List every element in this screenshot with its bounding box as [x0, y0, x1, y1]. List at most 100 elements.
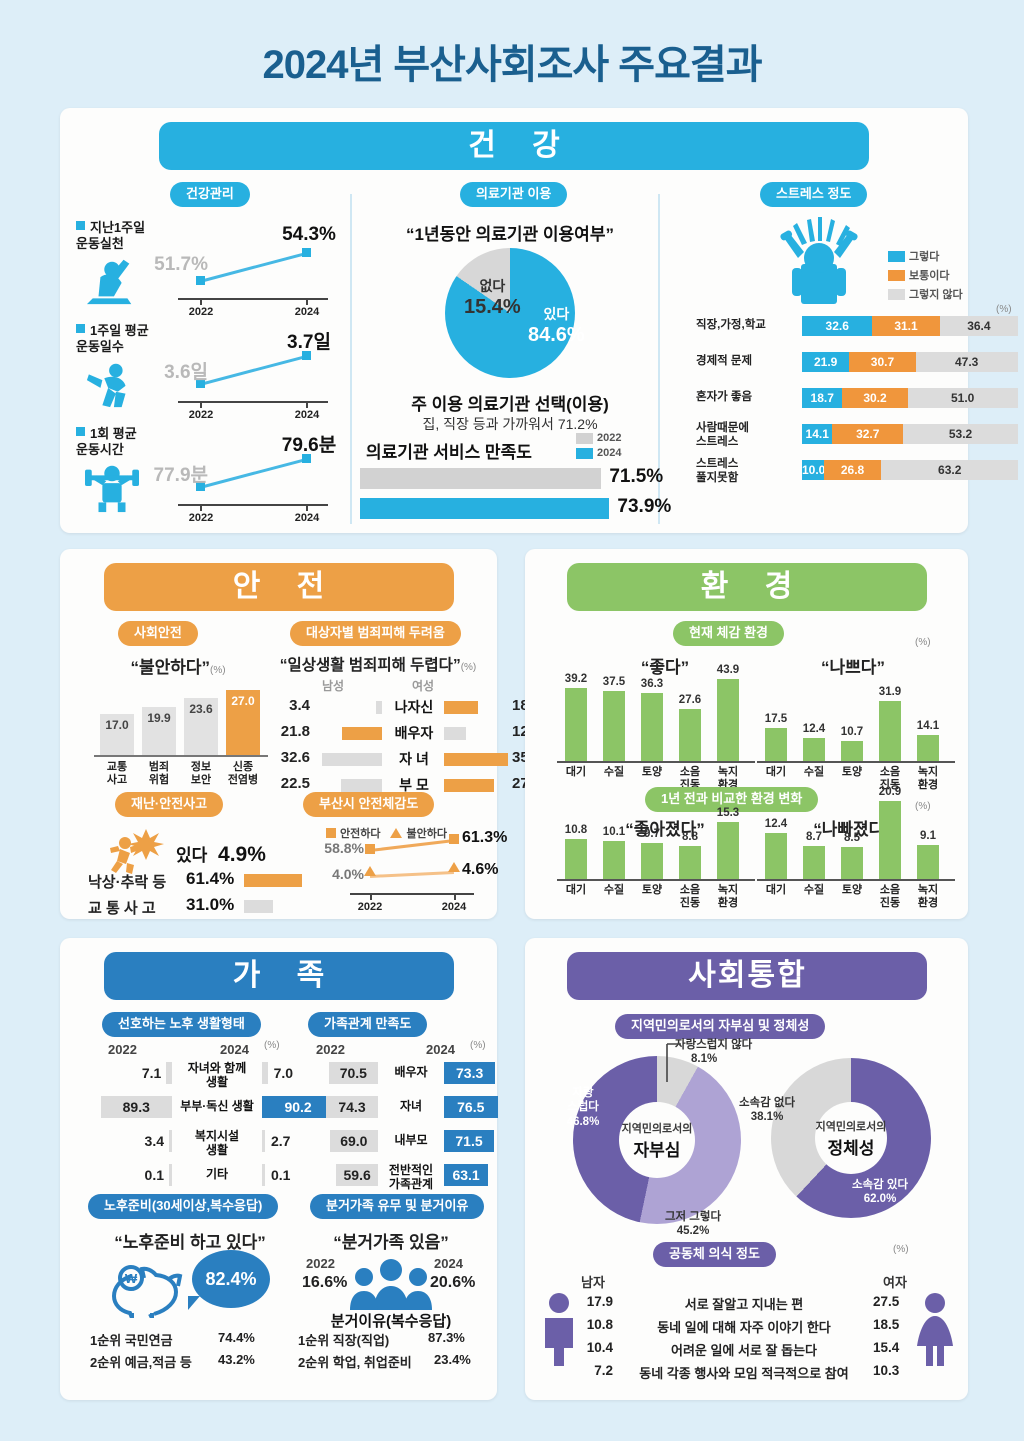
cf-male-value-1: 21.8	[280, 723, 310, 740]
perc-safe-new: 61.3%	[462, 829, 508, 846]
env-bad-bar-4	[917, 734, 939, 761]
env-worse-baseline	[757, 879, 955, 881]
community-male-value-2: 10.4	[586, 1340, 613, 1355]
separated-old-year: 2022	[306, 1256, 335, 1271]
env-better-value-2: 9.7	[644, 827, 660, 840]
stress-seg-yes-1: 21.9	[802, 352, 850, 372]
disaster-main: 있다 4.9%	[176, 843, 266, 866]
stress-legend-item-2: 그렇지 않다	[888, 286, 963, 302]
env-worse-value-1: 8.7	[806, 831, 822, 844]
separated-quote: “분거가족 있음”	[333, 1233, 449, 1252]
env-good-value-1: 37.5	[602, 675, 626, 688]
retirement-quote: “노후준비 하고 있다”	[114, 1233, 266, 1252]
env-better-cat-2: 토양	[641, 884, 663, 896]
stressed-person-icon	[780, 217, 858, 304]
stress-legend-swatch-2	[888, 288, 905, 300]
pill-social-safety: 사회안전	[118, 621, 198, 646]
env-worse-bar-2	[841, 847, 863, 879]
perc-legend-triangle-icon	[390, 828, 403, 838]
medical-satisfaction-title: 의료기관 서비스 만족도	[366, 443, 532, 462]
stretch-icon	[86, 363, 126, 408]
rel-new-bar-3	[444, 1164, 489, 1186]
hm-tick-2-0	[200, 504, 202, 511]
env-better-baseline	[557, 879, 755, 881]
hm-year-1-0: 2022	[188, 409, 214, 421]
retirement-rank-label-0: 1순위 국민연금	[90, 1333, 173, 1348]
community-male-value-3: 7.2	[594, 1363, 613, 1378]
perc-legend-item-0: 안전하다	[326, 825, 380, 841]
env-good-bar-3	[679, 709, 701, 761]
ss-bar-cat-2: 정보 보안	[190, 761, 212, 786]
env-bad-value-4: 14.1	[916, 719, 940, 732]
community-female-header: 여자	[883, 1275, 907, 1290]
family-group-icon	[350, 1259, 432, 1310]
env-bad-value-2: 10.7	[840, 725, 864, 738]
hm-tick-1-1	[306, 401, 308, 408]
elder-label-3: 기타	[205, 1167, 229, 1181]
elder-new-value-3: 0.1	[271, 1167, 291, 1183]
section-health: 건 강 건강관리 의료기관 이용 스트레스 정도 지난1주일 운동실천 2022 2…	[60, 108, 1018, 533]
cf-target-2: 자 녀	[399, 751, 429, 767]
rel-new-value-0: 73.3	[456, 1065, 484, 1081]
rel-old-bar-0	[328, 1062, 378, 1084]
pride-label-proud: 자랑 스럽다 46.8%	[566, 1087, 600, 1128]
hm-year-0-0: 2022	[188, 306, 214, 318]
perc-unsafe-marker-old	[364, 866, 376, 876]
stress-legend-label-1: 보통이다	[909, 270, 950, 282]
pill-community: 공동체 의식 정도	[653, 1242, 776, 1267]
hm-value-new-2: 79.6분	[281, 435, 337, 456]
stress-seg-mid-0: 31.1	[872, 316, 940, 336]
satisfaction-legend: 2022 2024	[576, 432, 621, 462]
stress-seg-no-2: 51.0	[951, 391, 975, 405]
elder-new-bar-3	[262, 1164, 265, 1186]
stress-seg-yes-0: 32.6	[802, 316, 873, 336]
hm-bullet-1	[76, 324, 85, 333]
env-better-bar-1	[603, 841, 625, 879]
pill-disaster: 재난·안전사고	[115, 792, 224, 817]
perc-safe-old: 58.8%	[324, 840, 364, 856]
stress-legend-swatch-0	[888, 250, 905, 262]
separated-reason-value-0: 87.3%	[428, 1330, 465, 1345]
stress-seg-yes-4: 10.0	[802, 460, 825, 480]
hm-value-new-1: 3.7일	[287, 332, 331, 353]
pride-label-notproud: 자랑스럽지 않다 8.1%	[675, 1039, 753, 1066]
current-env-unit: (%)	[915, 637, 931, 648]
sat-bar-value-2022: 71.5%	[609, 466, 664, 487]
pill-crime-fear: 대상자별 범죄피해 두려움	[290, 621, 461, 646]
env-better-bar-0	[565, 838, 587, 879]
dis-label-1: 교 통 사 고	[88, 900, 156, 917]
sat-legend-label-1: 2024	[597, 447, 622, 459]
identity-label-none: 소속감 없다 38.1%	[738, 1097, 796, 1124]
perc-legend-label-0: 안전하다	[340, 828, 381, 840]
community-text-3: 동네 각종 행사와 모임 적극적으로 참여	[639, 1366, 849, 1381]
retirement-bubble-value: 82.4%	[205, 1269, 257, 1289]
ss-bar-2	[184, 698, 218, 755]
cf-male-bar-0	[375, 701, 382, 714]
cf-female-bar-1	[444, 727, 466, 740]
hm-tick-2-1	[306, 504, 308, 511]
cf-female-bar-0	[444, 701, 478, 714]
situp-icon	[86, 259, 132, 305]
hm-item-label-2: 1회 평균 운동시간	[76, 426, 137, 458]
community-text-1: 동네 일에 대해 자주 이야기 한다	[657, 1320, 831, 1335]
hm-value-new-0: 54.3%	[282, 224, 336, 245]
elder-new-year: 2024	[220, 1042, 249, 1057]
crime-fear-female-header: 여성	[412, 679, 435, 693]
rel-old-value-2: 69.0	[340, 1133, 368, 1149]
stress-row-label-3: 사람때문에 스트레스	[696, 422, 749, 448]
hm-tick-1-0	[200, 401, 202, 408]
ss-bar-cat-1: 범죄 위험	[148, 761, 170, 786]
hm-value-old-1: 3.6일	[164, 362, 208, 383]
env-worse-cat-3: 소음 진동	[879, 884, 901, 909]
ss-bar-value-3: 27.0	[231, 694, 255, 709]
env-better-value-3: 8.8	[682, 831, 698, 844]
community-text-2: 어려운 일에 서로 잘 돕는다	[670, 1343, 817, 1358]
dis-label-0: 낙상·추락 등	[88, 874, 167, 891]
ss-bar-value-0: 17.0	[105, 718, 129, 733]
env-better-bar-3	[679, 846, 701, 879]
community-female-value-2: 15.4	[873, 1340, 900, 1355]
medical-choice-title: 주 이용 의료기관 선택(이용)	[411, 395, 609, 414]
env-worse-value-4: 9.1	[920, 829, 936, 842]
pill-stress-level: 스트레스 정도	[760, 182, 868, 207]
env-bad-bar-3	[879, 701, 901, 761]
